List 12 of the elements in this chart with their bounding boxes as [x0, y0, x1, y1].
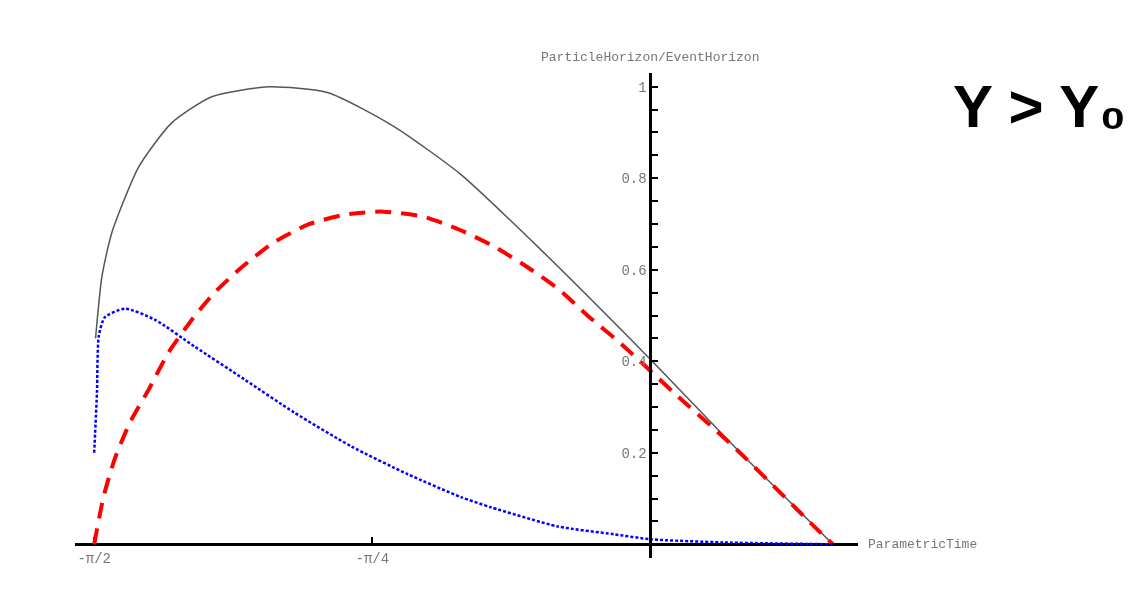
- y-axis-title: ParticleHorizon/EventHorizon: [541, 50, 760, 65]
- y-tick-label: 0.2: [621, 445, 647, 462]
- x-tick-label: -π/2: [77, 551, 111, 568]
- line-series: [92, 209, 835, 547]
- line-series: [92, 307, 835, 546]
- y-tick-label: 1: [638, 79, 647, 96]
- text: Y > Y₀: [953, 73, 1127, 140]
- y-tick-label: 0.6: [621, 262, 647, 279]
- x-axis-title: ParametricTime: [868, 537, 978, 552]
- y-tick-label: 0.4: [621, 354, 647, 371]
- y-tick-label: 0.8: [621, 171, 647, 188]
- x-tick-label: -π/4: [355, 551, 390, 568]
